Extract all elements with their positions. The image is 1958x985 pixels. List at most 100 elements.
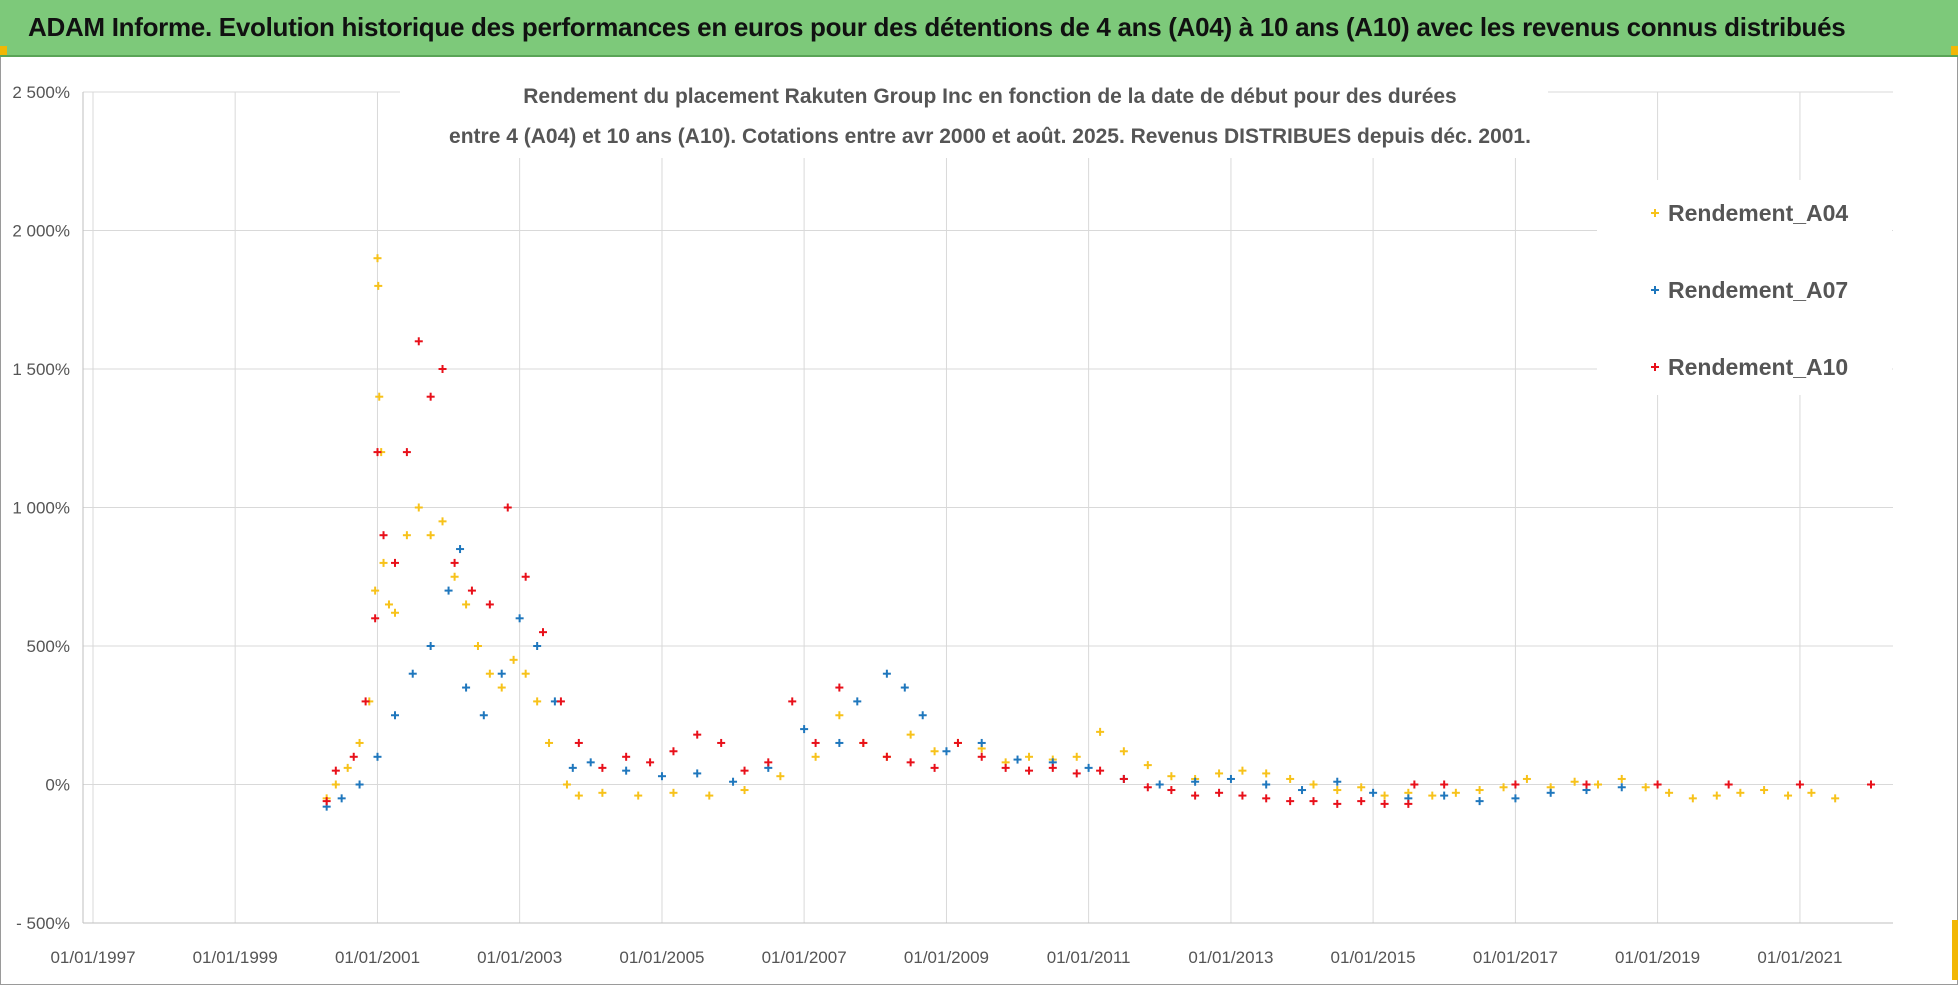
data-point-A04 <box>669 788 678 797</box>
data-point-A10 <box>859 738 868 747</box>
data-point-A04 <box>1594 780 1603 789</box>
data-point-A04 <box>835 711 844 720</box>
axes: - 500% 0% 500% 1 000% 1 500% 2 000% 2 500% 01/0… <box>12 83 1893 967</box>
x-tick-label: 01/01/1999 <box>193 948 278 967</box>
data-point-A07 <box>1546 788 1555 797</box>
data-point-A04 <box>1522 774 1531 783</box>
data-point-A04 <box>1309 780 1318 789</box>
data-point-A04 <box>1238 766 1247 775</box>
data-point-A04 <box>426 531 435 540</box>
data-point-A04 <box>1380 791 1389 800</box>
data-point-A07 <box>693 769 702 778</box>
data-point-A07 <box>729 777 738 786</box>
legend-marker-A07 <box>1651 286 1659 294</box>
data-point-A07 <box>622 766 631 775</box>
data-point-A10 <box>835 683 844 692</box>
data-point-A04 <box>402 531 411 540</box>
x-tick-label: 01/01/2009 <box>904 948 989 967</box>
data-point-A04 <box>1025 752 1034 761</box>
data-point-A10 <box>1048 763 1057 772</box>
data-point-A07 <box>657 772 666 781</box>
data-point-A04 <box>740 786 749 795</box>
legend-label-A04: Rendement_A04 <box>1668 200 1848 226</box>
data-point-A10 <box>373 448 382 457</box>
data-point-A10 <box>1357 797 1366 806</box>
data-point-A10 <box>646 758 655 767</box>
data-point-A04 <box>533 697 542 706</box>
data-point-A04 <box>343 763 352 772</box>
data-point-A10 <box>1215 788 1224 797</box>
data-point-A10 <box>977 752 986 761</box>
data-point-A04 <box>705 791 714 800</box>
series-A07 <box>322 545 1626 811</box>
data-point-A10 <box>669 747 678 756</box>
data-point-A04 <box>521 669 530 678</box>
data-point-A04 <box>1119 747 1128 756</box>
data-point-A04 <box>379 558 388 567</box>
data-point-A07 <box>1298 786 1307 795</box>
data-point-A07 <box>900 683 909 692</box>
title-background <box>400 78 1548 158</box>
x-tick-label: 01/01/2005 <box>619 948 704 967</box>
chart-title-line-1: Rendement du placement Rakuten Group Inc… <box>523 85 1456 108</box>
data-point-A10 <box>1286 797 1295 806</box>
data-point-A07 <box>456 545 465 554</box>
data-point-A04 <box>375 392 384 401</box>
data-point-A07 <box>1475 797 1484 806</box>
data-point-A10 <box>953 738 962 747</box>
y-tick-label: 2 500% <box>12 83 70 102</box>
data-point-A04 <box>1784 791 1793 800</box>
data-point-A10 <box>1096 766 1105 775</box>
data-points <box>322 254 1875 811</box>
x-tick-label: 01/01/2015 <box>1331 948 1416 967</box>
data-point-A07 <box>373 752 382 761</box>
data-point-A07 <box>408 669 417 678</box>
data-point-A10 <box>371 614 380 623</box>
data-point-A04 <box>1641 783 1650 792</box>
data-point-A04 <box>1428 791 1437 800</box>
data-point-A10 <box>331 766 340 775</box>
data-point-A04 <box>574 791 583 800</box>
legend: Rendement_A04 Rendement_A07 Rendement_A10 <box>1597 180 1892 395</box>
data-point-A04 <box>634 791 643 800</box>
data-point-A10 <box>1333 799 1342 808</box>
y-tick-label: 1 000% <box>12 499 70 518</box>
data-point-A04 <box>1712 791 1721 800</box>
x-tick-label: 01/01/2021 <box>1757 948 1842 967</box>
data-point-A04 <box>331 780 340 789</box>
data-point-A10 <box>622 752 631 761</box>
data-point-A07 <box>355 780 364 789</box>
legend-label-A07: Rendement_A07 <box>1668 277 1848 303</box>
data-point-A07 <box>977 738 986 747</box>
data-point-A04 <box>1475 786 1484 795</box>
data-point-A04 <box>473 642 482 650</box>
data-point-A07 <box>1440 791 1449 800</box>
data-point-A10 <box>467 586 476 595</box>
y-tick-label: 2 000% <box>12 222 70 241</box>
data-point-A10 <box>598 763 607 772</box>
data-point-A07 <box>1191 777 1200 786</box>
data-point-A07 <box>1617 783 1626 792</box>
data-point-A04 <box>1357 783 1366 792</box>
data-point-A04 <box>811 752 820 761</box>
data-point-A04 <box>509 655 518 664</box>
data-point-A07 <box>391 711 400 720</box>
data-point-A04 <box>384 600 393 609</box>
data-point-A10 <box>485 600 494 609</box>
data-point-A07 <box>918 711 927 720</box>
data-point-A04 <box>438 517 447 526</box>
data-point-A04 <box>545 738 554 747</box>
data-point-A04 <box>1167 772 1176 781</box>
data-point-A10 <box>1440 780 1449 789</box>
data-point-A07 <box>800 725 809 734</box>
data-point-A04 <box>374 281 383 290</box>
data-point-A04 <box>450 572 459 581</box>
data-point-A07 <box>853 697 862 706</box>
data-point-A04 <box>1617 774 1626 783</box>
data-point-A10 <box>882 752 891 761</box>
data-point-A04 <box>906 730 915 739</box>
data-point-A10 <box>811 738 820 747</box>
data-point-A10 <box>391 558 400 567</box>
series-A04 <box>322 254 1840 803</box>
data-point-A07 <box>515 614 524 623</box>
